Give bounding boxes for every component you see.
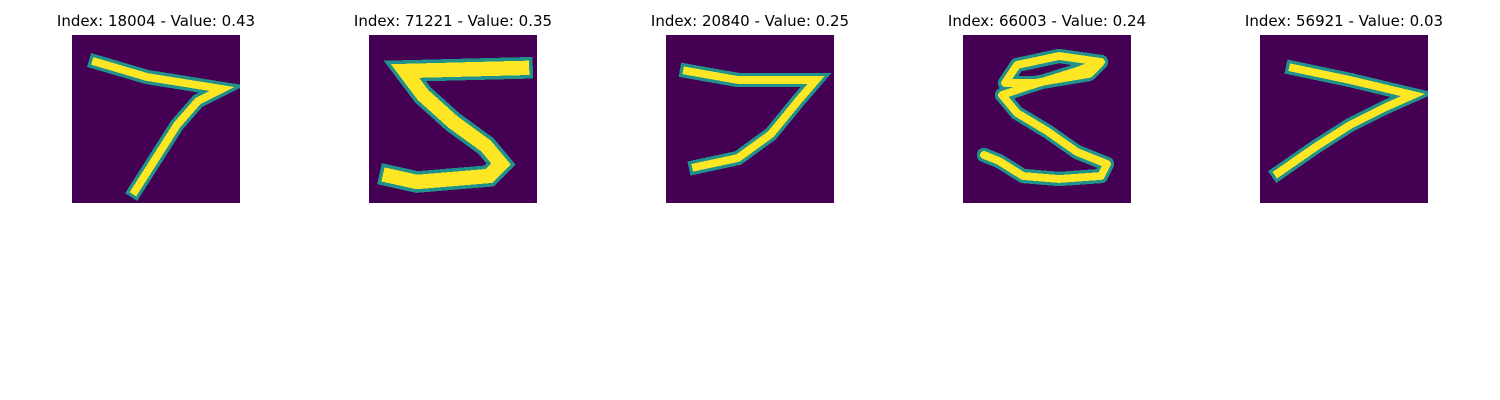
panel-title: Index: 71221 - Value: 0.35 bbox=[353, 12, 553, 30]
panel-title: Index: 20840 - Value: 0.25 bbox=[650, 12, 850, 30]
digit-stroke bbox=[976, 48, 1115, 187]
digit-stroke bbox=[87, 53, 240, 201]
digit-image bbox=[963, 35, 1131, 203]
image-background bbox=[1260, 35, 1428, 203]
digit-image bbox=[369, 35, 537, 203]
digit-panel-3: Index: 20840 - Value: 0.25 bbox=[620, 0, 880, 210]
digit-panel-2: Index: 71221 - Value: 0.35 bbox=[323, 0, 583, 210]
panel-title: Index: 18004 - Value: 0.43 bbox=[56, 12, 256, 30]
digit-stroke bbox=[377, 56, 534, 193]
panel-title: Index: 56921 - Value: 0.03 bbox=[1244, 12, 1444, 30]
digit-stroke bbox=[678, 62, 832, 176]
digit-stroke bbox=[1267, 59, 1428, 184]
digit-panel-1: Index: 18004 - Value: 0.43 bbox=[26, 0, 286, 210]
digit-panel-5: Index: 56921 - Value: 0.03 bbox=[1214, 0, 1474, 210]
digit-image bbox=[1260, 35, 1428, 203]
image-background bbox=[666, 35, 834, 203]
digit-panel-4: Index: 66003 - Value: 0.24 bbox=[917, 0, 1177, 210]
digit-image bbox=[666, 35, 834, 203]
panel-title: Index: 66003 - Value: 0.24 bbox=[947, 12, 1147, 30]
digit-image bbox=[72, 35, 240, 203]
